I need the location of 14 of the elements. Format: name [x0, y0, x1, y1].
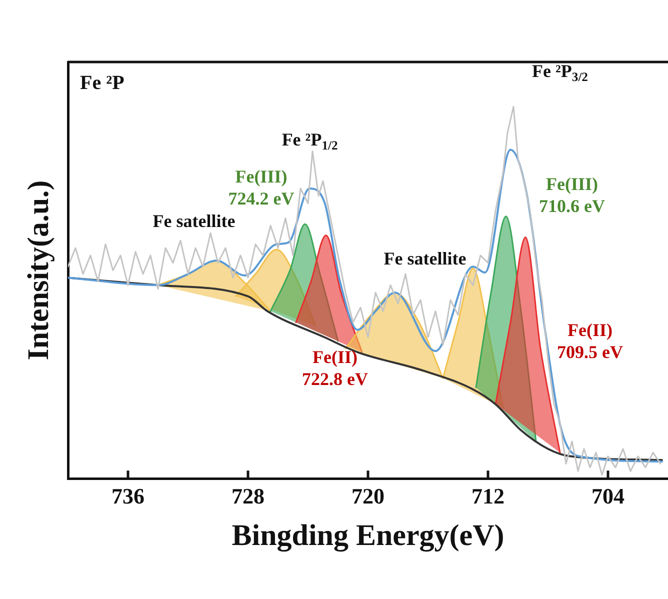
x-axis-title: Bingding Energy(eV): [232, 518, 504, 552]
annotation: Fe(III) 710.6 eV: [539, 174, 606, 216]
annotation: Fe(II) 722.8 eV: [302, 347, 368, 390]
annotation: Fe(III) 724.2 eV: [228, 166, 294, 209]
annotation: Fe satellite: [384, 248, 466, 269]
y-axis-title: Intensity(a.u.): [22, 180, 55, 360]
x-tick-label: 704: [592, 483, 624, 508]
annotation: Fe satellite: [152, 211, 236, 232]
x-tick-label: 728: [232, 483, 264, 508]
x-tick-label: 712: [472, 483, 504, 508]
annotation: Fe(II) 709.5 eV: [557, 320, 624, 362]
chart-title: Fe ²P: [80, 72, 124, 94]
x-tick-label: 720: [352, 483, 384, 508]
x-tick-label: 736: [112, 483, 144, 508]
